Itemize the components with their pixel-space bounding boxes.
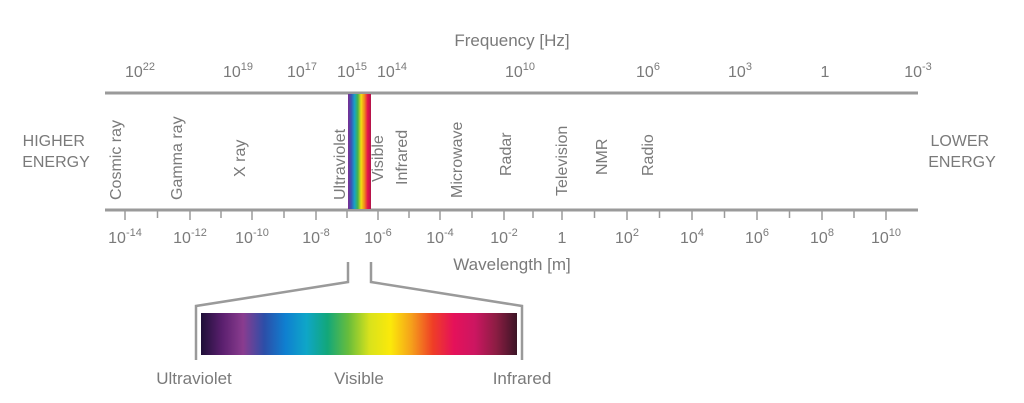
zoom-label-visible: Visible xyxy=(334,369,384,388)
band-label-television: Television xyxy=(554,126,571,196)
wavelength-tick-exponent: 6 xyxy=(763,227,769,239)
wavelength-tick-base: 10 xyxy=(680,230,698,247)
wavelength-tick-12: 1010 xyxy=(871,227,901,247)
wavelength-tick-base: 1 xyxy=(558,230,567,247)
wavelength-tick-base: 10 xyxy=(490,230,508,247)
wavelength-tick-base: 10 xyxy=(426,230,444,247)
frequency-tick-base: 10 xyxy=(223,64,241,81)
wavelength-tick-1: 10-12 xyxy=(173,227,207,247)
wavelength-tick-7: 1 xyxy=(558,230,567,247)
wavelength-tick-0: 10-14 xyxy=(108,227,142,247)
zoom-label-infrared: Infrared xyxy=(493,369,552,388)
zoom-connector-left xyxy=(194,262,350,360)
band-label-cosmic-ray: Cosmic ray xyxy=(108,120,125,200)
higher-energy-label: HIGHER ENERGY xyxy=(22,133,90,171)
wavelength-tick-exponent: 10 xyxy=(889,227,901,239)
wavelength-tick-5: 10-4 xyxy=(426,227,454,247)
wavelength-axis-title: Wavelength [m] xyxy=(453,255,570,274)
wavelength-tick-2: 10-10 xyxy=(235,227,269,247)
wavelength-tick-base: 10 xyxy=(108,230,126,247)
zoom-label-ultraviolet: Ultraviolet xyxy=(156,369,232,388)
wavelength-tick-base: 10 xyxy=(173,230,191,247)
wavelength-tick-base: 10 xyxy=(235,230,253,247)
frequency-tick-9: 10-3 xyxy=(904,61,932,81)
wavelength-tick-10: 106 xyxy=(745,227,769,247)
visible-spectrum-strip xyxy=(348,94,371,209)
lower-energy-line-1: LOWER xyxy=(930,133,989,150)
band-label-gamma-ray: Gamma ray xyxy=(169,116,186,200)
wavelength-tick-exponent: -8 xyxy=(320,227,330,239)
band-labels: Cosmic ray Gamma ray X ray Ultraviolet Visib… xyxy=(108,116,657,200)
frequency-tick-1: 1019 xyxy=(223,61,253,81)
frequency-tick-exponent: 15 xyxy=(355,61,367,73)
frequency-tick-base: 10 xyxy=(287,64,305,81)
wavelength-tick-marks xyxy=(124,211,887,220)
band-label-nmr: NMR xyxy=(594,139,611,175)
band-label-radar: Radar xyxy=(498,132,515,176)
higher-energy-line-2: ENERGY xyxy=(22,154,90,171)
wavelength-tick-exponent: -4 xyxy=(444,227,454,239)
frequency-tick-exponent: 3 xyxy=(746,61,752,73)
band-label-radio: Radio xyxy=(640,134,657,176)
wavelength-tick-exponent: -12 xyxy=(191,227,207,239)
frequency-tick-base: 10 xyxy=(728,64,746,81)
frequency-tick-base: 10 xyxy=(125,64,143,81)
frequency-tick-exponent: 22 xyxy=(143,61,155,73)
wavelength-tick-exponent: 2 xyxy=(633,227,639,239)
frequency-axis-title: Frequency [Hz] xyxy=(454,31,569,50)
frequency-tick-6: 106 xyxy=(636,61,660,81)
frequency-tick-5: 1010 xyxy=(505,61,535,81)
wavelength-tick-exponent: 4 xyxy=(698,227,704,239)
frequency-tick-exponent: 10 xyxy=(523,61,535,73)
frequency-tick-exponent: 19 xyxy=(241,61,253,73)
frequency-tick-exponent: 17 xyxy=(305,61,317,73)
wavelength-tick-exponent: 8 xyxy=(828,227,834,239)
wavelength-tick-4: 10-6 xyxy=(364,227,392,247)
band-label-visible: Visible xyxy=(370,135,387,182)
frequency-tick-exponent: 14 xyxy=(395,61,407,73)
wavelength-tick-base: 10 xyxy=(871,230,889,247)
frequency-tick-base: 10 xyxy=(377,64,395,81)
frequency-tick-4: 1014 xyxy=(377,61,407,81)
zoom-connector-right xyxy=(369,262,524,360)
band-label-x-ray: X ray xyxy=(232,140,249,177)
wavelength-tick-base: 10 xyxy=(364,230,382,247)
frequency-tick-2: 1017 xyxy=(287,61,317,81)
frequency-tick-exponent: 6 xyxy=(654,61,660,73)
frequency-tick-3: 1015 xyxy=(337,61,367,81)
lower-energy-line-2: ENERGY xyxy=(928,154,996,171)
frequency-tick-base: 10 xyxy=(904,64,922,81)
wavelength-tick-exponent: -2 xyxy=(508,227,518,239)
wavelength-tick-8: 102 xyxy=(615,227,639,247)
band-label-microwave: Microwave xyxy=(449,121,466,198)
wavelength-tick-6: 10-2 xyxy=(490,227,518,247)
wavelength-tick-base: 10 xyxy=(615,230,633,247)
frequency-tick-8: 1 xyxy=(821,64,830,81)
frequency-tick-base: 10 xyxy=(505,64,523,81)
wavelength-tick-exponent: -6 xyxy=(382,227,392,239)
frequency-tick-base: 10 xyxy=(636,64,654,81)
lower-energy-label: LOWER ENERGY xyxy=(928,133,996,171)
frequency-tick-base: 10 xyxy=(337,64,355,81)
band-label-ultraviolet: Ultraviolet xyxy=(332,128,349,200)
higher-energy-line-1: HIGHER xyxy=(23,133,85,150)
band-label-infrared: Infrared xyxy=(394,130,411,185)
wavelength-tick-base: 10 xyxy=(302,230,320,247)
wavelength-tick-labels: 10-14 10-12 10-10 10-8 10-6 10-4 10-2 1 102 104 10… xyxy=(108,227,901,247)
frequency-tick-base: 1 xyxy=(821,64,830,81)
wavelength-tick-exponent: -10 xyxy=(253,227,269,239)
expanded-spectrum-bar xyxy=(201,313,517,355)
wavelength-tick-11: 108 xyxy=(810,227,834,247)
wavelength-tick-3: 10-8 xyxy=(302,227,330,247)
frequency-tick-7: 103 xyxy=(728,61,752,81)
wavelength-tick-9: 104 xyxy=(680,227,704,247)
frequency-tick-0: 1022 xyxy=(125,61,155,81)
frequency-tick-exponent: -3 xyxy=(922,61,932,73)
wavelength-tick-base: 10 xyxy=(745,230,763,247)
wavelength-tick-base: 10 xyxy=(810,230,828,247)
wavelength-tick-exponent: -14 xyxy=(126,227,142,239)
frequency-tick-labels: 1022 1019 1017 1015 1014 1010 106 103 1 10-3 xyxy=(125,61,932,81)
